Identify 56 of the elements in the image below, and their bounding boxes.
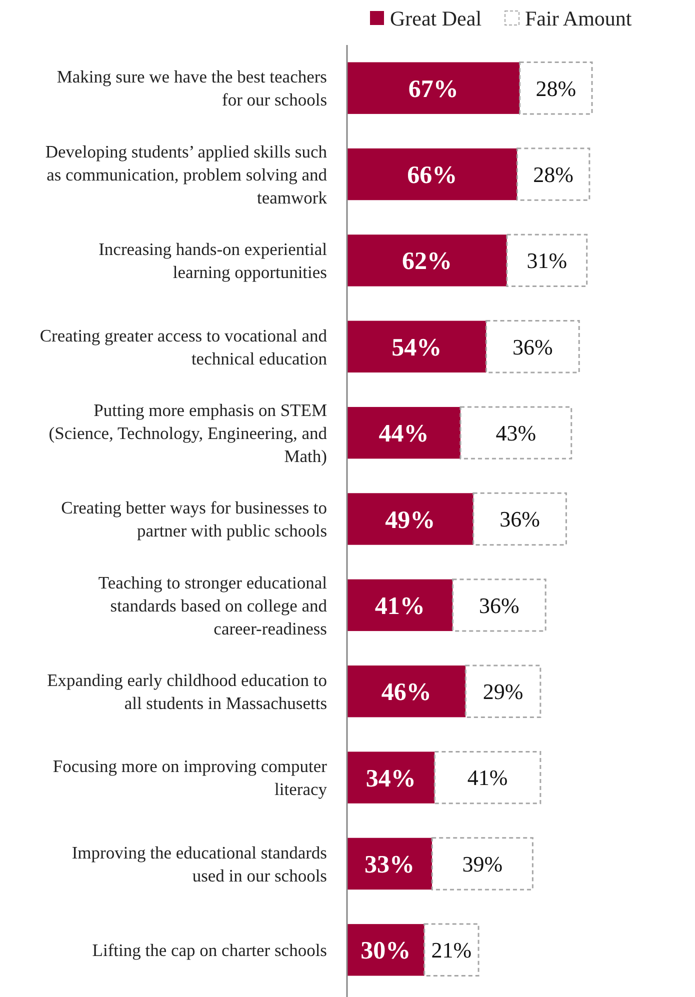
legend-label: Fair Amount bbox=[525, 6, 632, 30]
bar bbox=[347, 493, 474, 545]
y-tick-label: Focusing more on improving computer literacy bbox=[52, 756, 328, 800]
bar bbox=[424, 923, 480, 977]
data-label: 62% bbox=[402, 248, 452, 276]
bar bbox=[347, 666, 466, 718]
y-tick-label: Developing students’ applied skills such as communication, problem solving and teamwork bbox=[45, 141, 328, 208]
data-label: 46% bbox=[381, 679, 432, 706]
data-label: 44% bbox=[378, 420, 429, 448]
bar bbox=[460, 406, 572, 460]
bar bbox=[347, 579, 453, 632]
y-tick-label: Making sure we have the best teachers for our schools bbox=[56, 66, 328, 110]
bar bbox=[519, 61, 593, 115]
bar bbox=[464, 664, 542, 718]
y-tick-label: Putting more emphasis on STEM (Science, Technology, Engineering, and Math) bbox=[48, 400, 328, 466]
data-label: 28% bbox=[533, 162, 574, 187]
data-label: 30% bbox=[360, 938, 411, 965]
data-label: 36% bbox=[500, 506, 540, 532]
bar bbox=[486, 320, 580, 374]
data-label: 54% bbox=[392, 334, 442, 362]
y-tick-label: Improving the educational standards used in our schools bbox=[72, 842, 328, 886]
bar bbox=[472, 492, 567, 546]
bar bbox=[347, 838, 432, 890]
data-label: 33% bbox=[364, 851, 415, 878]
data-label: 28% bbox=[536, 76, 576, 101]
data-label: 34% bbox=[366, 765, 416, 792]
bar bbox=[434, 750, 542, 804]
bar bbox=[452, 578, 546, 632]
data-label: 36% bbox=[512, 334, 553, 360]
data-label: 43% bbox=[496, 420, 536, 446]
bar bbox=[347, 62, 520, 114]
y-tick-label: Creating greater access to vocational and technical education bbox=[40, 325, 328, 368]
data-label: 49% bbox=[385, 506, 436, 534]
bar bbox=[506, 234, 588, 288]
bar bbox=[347, 148, 518, 200]
data-label: 21% bbox=[431, 938, 472, 963]
bar bbox=[347, 406, 460, 459]
data-label: 39% bbox=[462, 851, 503, 876]
data-label: 29% bbox=[482, 679, 524, 704]
y-tick-label: Increasing hands-on experiential learning opportunities bbox=[98, 239, 328, 282]
bar bbox=[347, 752, 435, 804]
data-label: 41% bbox=[374, 592, 425, 620]
data-label: 66% bbox=[407, 162, 458, 190]
y-tick-label: Teaching to stronger educational standards based on college and career-readiness bbox=[98, 572, 328, 638]
legend-label: Great Deal bbox=[390, 6, 482, 30]
data-label: 31% bbox=[526, 248, 568, 274]
bar bbox=[347, 234, 507, 286]
y-tick-label: Creating better ways for businesses to partner with public schools bbox=[61, 498, 328, 541]
y-tick-label: Expanding early childhood education to all students in Massachusetts bbox=[47, 670, 328, 713]
data-label: 36% bbox=[478, 592, 520, 618]
data-label: 67% bbox=[408, 76, 458, 103]
bar bbox=[516, 148, 590, 201]
bar bbox=[431, 837, 534, 890]
bar bbox=[347, 320, 486, 372]
data-label: 41% bbox=[467, 765, 508, 790]
y-tick-label: Lifting the cap on charter schools bbox=[92, 940, 328, 960]
